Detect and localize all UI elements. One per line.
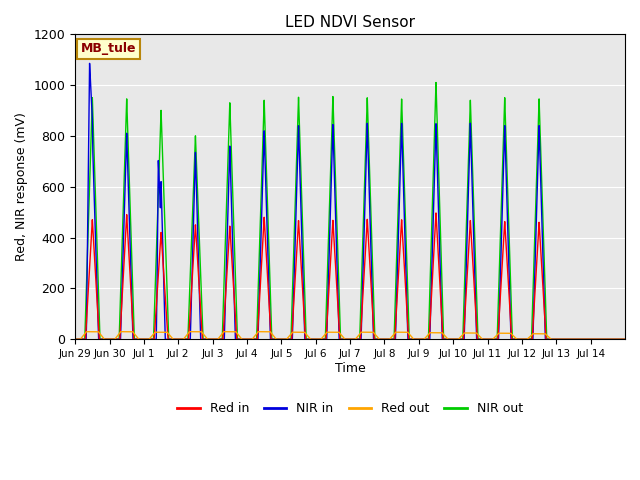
Legend: Red in, NIR in, Red out, NIR out: Red in, NIR in, Red out, NIR out [172,397,528,420]
Red in [71,336,79,342]
X-axis label: Time: Time [335,362,365,375]
Red in [476,336,483,342]
NIR out [432,80,440,85]
Red out [339,334,347,340]
Red out [378,336,385,342]
Red in [378,336,385,342]
Red out [281,336,289,342]
Y-axis label: Red, NIR response (mV): Red, NIR response (mV) [15,112,28,261]
Red in [339,336,347,342]
Line: Red out: Red out [75,332,625,339]
NIR out [545,336,553,342]
NIR in [378,336,385,342]
NIR in [339,336,347,342]
NIR in [90,190,98,195]
Red in [281,336,289,342]
Title: LED NDVI Sensor: LED NDVI Sensor [285,15,415,30]
Red in [545,336,553,342]
Line: Red in: Red in [75,213,625,339]
Red out [621,336,629,342]
Line: NIR out: NIR out [75,83,625,339]
Red in [90,246,98,252]
Red in [621,336,629,342]
Red out [83,329,90,335]
Red out [71,336,79,342]
Red out [545,335,553,340]
NIR in [545,336,553,342]
NIR out [71,336,79,342]
NIR out [339,336,347,342]
NIR in [476,336,483,342]
NIR out [90,149,98,155]
Red out [476,334,483,339]
NIR in [86,60,93,66]
Red out [90,329,98,335]
NIR in [621,336,629,342]
Line: NIR in: NIR in [75,63,625,339]
NIR in [281,336,289,342]
NIR out [621,336,629,342]
NIR out [378,336,385,342]
NIR out [476,336,483,342]
Red in [432,210,440,216]
NIR out [281,336,289,342]
Text: MB_tule: MB_tule [81,42,136,55]
NIR in [71,336,79,342]
